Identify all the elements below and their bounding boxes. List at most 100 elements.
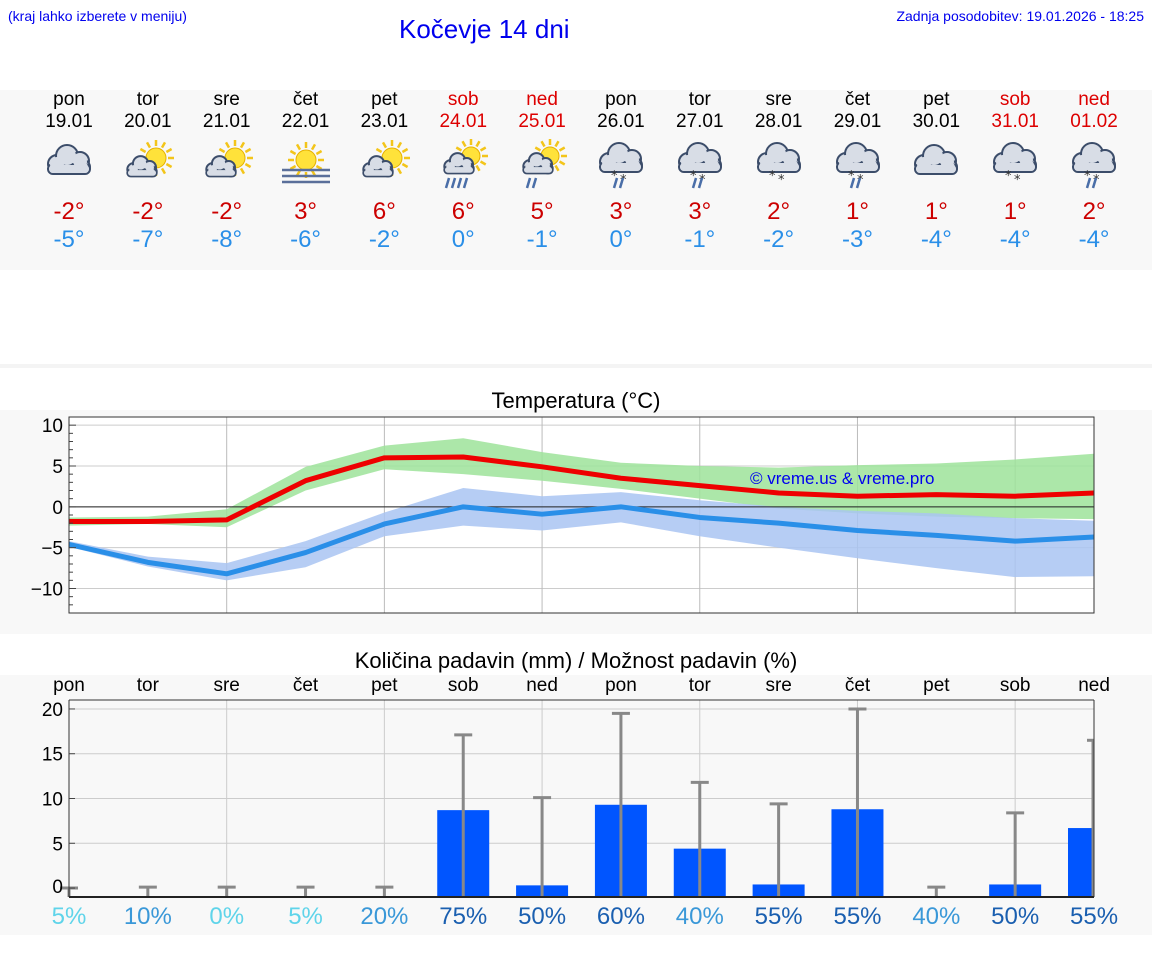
sun-ray [244, 147, 251, 154]
temp-min: -6° [290, 226, 322, 253]
cloud-fill [600, 163, 641, 171]
cloud-fill [1074, 163, 1115, 171]
day-name: čet [844, 89, 871, 110]
y-tick-label: 20 [42, 700, 63, 721]
temp-min: -2° [368, 226, 400, 253]
temp-min: -4° [920, 226, 952, 253]
category-label: pet [923, 675, 950, 696]
raindrop [451, 177, 457, 189]
temp-min: -4° [999, 226, 1031, 253]
category-label: sre [213, 675, 240, 696]
temp-max: 2° [767, 198, 791, 225]
cloud-fill [995, 163, 1036, 171]
cloud-fill [758, 163, 799, 171]
precipitation-chart-title: Količina padavin (mm) / Možnost padavin … [354, 648, 798, 673]
series-band-max [69, 438, 1094, 528]
sun-ray [244, 162, 251, 169]
series-line-max [69, 454, 1095, 525]
day-date: 01.02 [1070, 111, 1118, 132]
sun-ray [534, 146, 542, 152]
series-band-min [69, 488, 1094, 581]
cloud-shape [914, 144, 959, 175]
raindrop [855, 177, 861, 189]
raindrop [445, 177, 451, 189]
probability-label: 0% [209, 903, 245, 930]
sun-ray [145, 141, 151, 149]
sun-ray [554, 140, 560, 148]
sun-ray [165, 147, 173, 154]
sun-ray [310, 169, 316, 177]
forecast-band [0, 90, 1152, 270]
sun-ray [239, 167, 245, 175]
day-date: 22.01 [281, 111, 330, 132]
snowflake: * [848, 169, 855, 184]
sun-ray [475, 164, 481, 172]
raindrop [531, 177, 538, 189]
cloud-fill [1083, 145, 1102, 163]
category-label: ned [1078, 675, 1110, 696]
category-label: sob [447, 675, 479, 696]
cloud-fill [134, 158, 147, 170]
raindrop [691, 177, 697, 189]
cloud-shape [756, 142, 801, 173]
raindrop [1091, 177, 1098, 189]
cloud-fill [679, 163, 720, 171]
day-date: 21.01 [202, 111, 251, 132]
day-name: pet [923, 89, 950, 110]
sun-light-rain-icon [522, 139, 568, 189]
temp-max: -2° [211, 198, 243, 225]
cloud-shape [126, 155, 158, 178]
day-name: pet [371, 89, 398, 110]
snowflake: * [1005, 169, 1012, 184]
partly-sunny-icon [204, 140, 253, 178]
day-date: 28.01 [754, 111, 803, 132]
y-tick-label: 15 [42, 745, 63, 766]
sun-ray [455, 146, 463, 152]
temperature-chart-title: Temperatura (°C) [491, 388, 661, 413]
temp-min: -5° [53, 226, 85, 253]
cloud-snow-icon: * * [756, 142, 801, 188]
category-label: ned [526, 675, 558, 696]
cloud-fill [1004, 145, 1023, 163]
sun-ray [402, 162, 409, 169]
day-date: 27.01 [676, 111, 724, 132]
sun-ray [218, 147, 225, 154]
day-name: sre [213, 89, 240, 110]
snowflake: * [778, 173, 785, 188]
probability-label: 10% [123, 903, 172, 930]
cloud-fill [524, 167, 553, 173]
day-name: čet [292, 89, 319, 110]
cloud-fill [445, 167, 474, 173]
cloud-fill [925, 147, 944, 165]
raindrop [463, 177, 469, 189]
sun-ray [480, 146, 487, 152]
sun-ray [160, 167, 166, 175]
probability-label: 50% [991, 903, 1040, 930]
probability-label: 50% [518, 903, 567, 930]
category-label: sre [765, 675, 792, 696]
sun-rain-icon [443, 139, 489, 189]
category-label: tor [136, 675, 159, 696]
sun-ray [397, 167, 403, 175]
cloud-fill [688, 145, 707, 163]
probability-label: 40% [675, 903, 724, 930]
day-date: 29.01 [833, 111, 882, 132]
sun-ray [540, 140, 546, 148]
raindrop [697, 177, 703, 189]
cloud-shape [443, 152, 475, 175]
sun-ray [139, 147, 147, 154]
cloud-fill [530, 155, 543, 167]
cloud-fill [609, 145, 628, 163]
sun-ray [289, 149, 296, 156]
day-name: pon [53, 89, 85, 110]
probability-label: 5% [288, 903, 323, 930]
cloud-fill [916, 165, 957, 173]
plot-frame [68, 416, 1095, 614]
cloud-shape [993, 142, 1038, 173]
temp-max: 3° [609, 198, 633, 225]
sun-ray [160, 141, 166, 149]
sun-ray [295, 169, 301, 177]
cloud-shape [204, 155, 237, 178]
